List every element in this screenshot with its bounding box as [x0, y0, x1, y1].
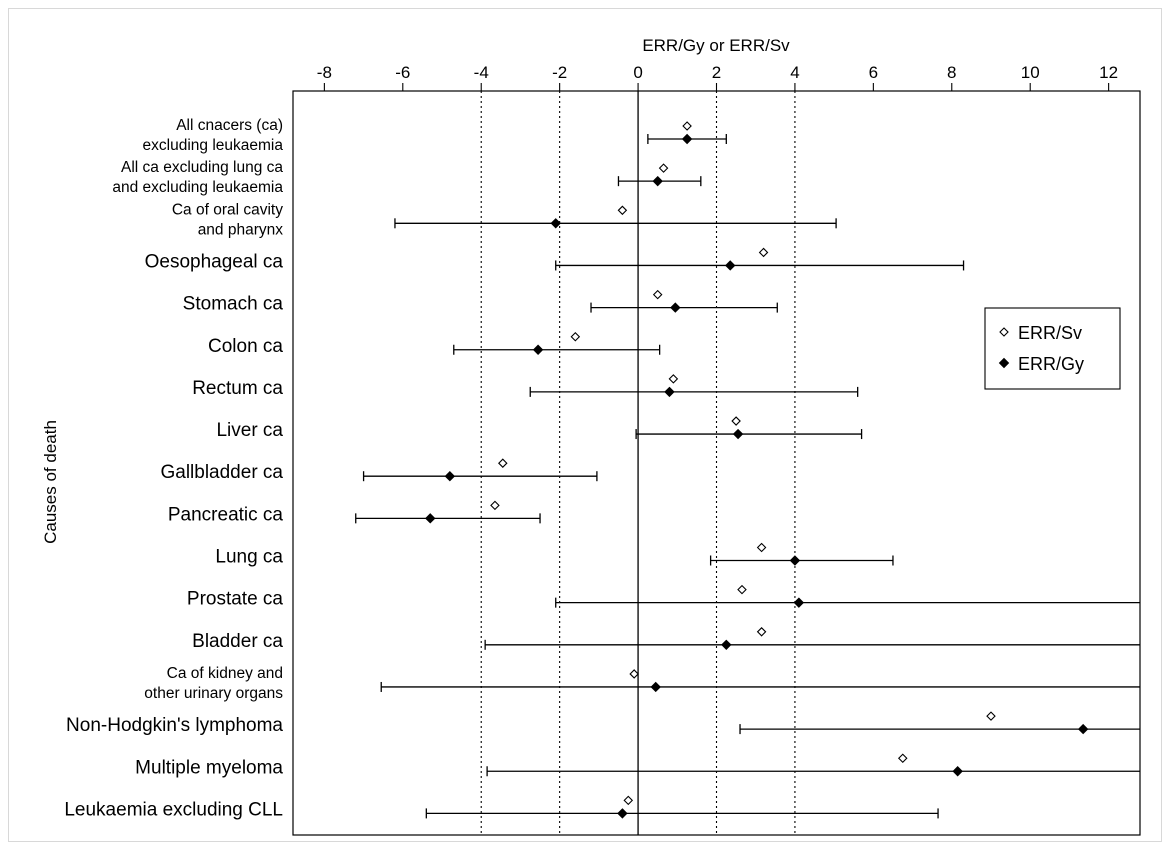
err-gy-point — [952, 766, 963, 777]
category-label: Ca of oral cavity — [172, 201, 283, 218]
err-sv-point — [658, 163, 669, 173]
err-gy-point — [532, 344, 544, 355]
category-label: Bladder ca — [192, 631, 283, 652]
category-label: Non-Hodgkin's lymphoma — [66, 715, 283, 736]
legend-err-sv-label: ERR/Sv — [1018, 323, 1082, 343]
category-label: Rectum ca — [192, 378, 283, 399]
category-label: Gallbladder ca — [160, 462, 283, 483]
x-tick-label: 10 — [1021, 63, 1040, 82]
err-sv-point — [756, 542, 767, 553]
category-label: other urinary organs — [144, 685, 283, 702]
legend-err-gy-label: ERR/Gy — [1018, 354, 1084, 374]
category-label: Liver ca — [216, 420, 283, 441]
err-gy-point — [617, 808, 628, 819]
err-sv-point — [623, 795, 634, 806]
err-sv-point — [897, 753, 908, 764]
category-label: Multiple myeloma — [135, 757, 283, 778]
legend: ERR/Sv ERR/Gy — [984, 307, 1121, 390]
err-sv-point — [756, 627, 767, 637]
x-tick-label: -6 — [395, 63, 410, 82]
err-gy-point — [681, 133, 693, 145]
x-tick-label: -8 — [317, 63, 332, 82]
err-sv-point — [629, 669, 639, 679]
category-label: and pharynx — [198, 221, 284, 238]
category-label: Leukaemia excluding CLL — [64, 799, 283, 820]
err-sv-point — [617, 205, 628, 216]
err-sv-point — [498, 458, 508, 468]
err-sv-point — [570, 331, 581, 342]
x-tick-label: 6 — [869, 63, 878, 82]
category-label: Colon ca — [208, 336, 283, 357]
err-sv-point — [652, 289, 663, 300]
err-gy-point — [664, 386, 675, 398]
err-gy-point — [425, 513, 436, 524]
err-gy-point — [444, 470, 456, 482]
err-gy-point — [725, 260, 736, 271]
reference-lines — [480, 91, 796, 835]
err-gy-point — [721, 639, 732, 651]
figure-frame — [8, 8, 1162, 842]
x-tick-label: -2 — [552, 63, 567, 82]
legend-box — [984, 307, 1121, 390]
category-label: Lung ca — [215, 547, 283, 568]
x-tick-label: 8 — [947, 63, 956, 82]
x-tick-label: 2 — [712, 63, 721, 82]
x-axis: -8 -6 -4 -2 0 2 4 6 8 10 12 — [317, 63, 1118, 91]
x-tick-label: -4 — [474, 63, 489, 82]
legend-err-gy-marker — [998, 357, 1010, 369]
x-tick-label: 0 — [633, 63, 642, 82]
err-gy-point — [670, 302, 681, 313]
legend-err-sv-marker — [999, 327, 1009, 337]
x-tick-label: 12 — [1099, 63, 1118, 82]
category-label: Stomach ca — [183, 294, 284, 315]
err-sv-point — [731, 416, 741, 426]
err-sv-point — [986, 711, 996, 721]
err-sv-point — [490, 500, 500, 511]
category-labels: All cnacers (ca) excluding leukaemia All c… — [64, 117, 283, 820]
x-tick-label: 4 — [790, 63, 799, 82]
category-label: excluding leukaemia — [143, 137, 284, 154]
category-label: Prostate ca — [187, 589, 284, 610]
err-sv-point — [737, 584, 747, 595]
err-gy-point — [1077, 723, 1089, 735]
category-label: and excluding leukaemia — [112, 179, 283, 196]
data-marks — [355, 121, 1140, 819]
err-gy-point — [650, 681, 661, 693]
category-label: Ca of kidney and — [167, 665, 283, 682]
category-label: All ca excluding lung ca — [121, 159, 283, 176]
err-gy-point — [793, 597, 805, 608]
err-sv-point — [668, 374, 679, 384]
x-axis-title: ERR/Gy or ERR/Sv — [642, 36, 790, 55]
category-label: Oesophageal ca — [145, 251, 284, 272]
err-gy-point — [732, 428, 744, 440]
err-gy-point — [652, 175, 663, 187]
err-gy-point — [789, 555, 801, 566]
err-sv-point — [758, 247, 769, 258]
category-label: All cnacers (ca) — [176, 117, 283, 134]
y-axis-title: Causes of death — [41, 420, 60, 544]
err-gy-point — [550, 218, 561, 229]
category-label: Pancreatic ca — [168, 504, 284, 525]
err-sv-point — [682, 121, 692, 131]
